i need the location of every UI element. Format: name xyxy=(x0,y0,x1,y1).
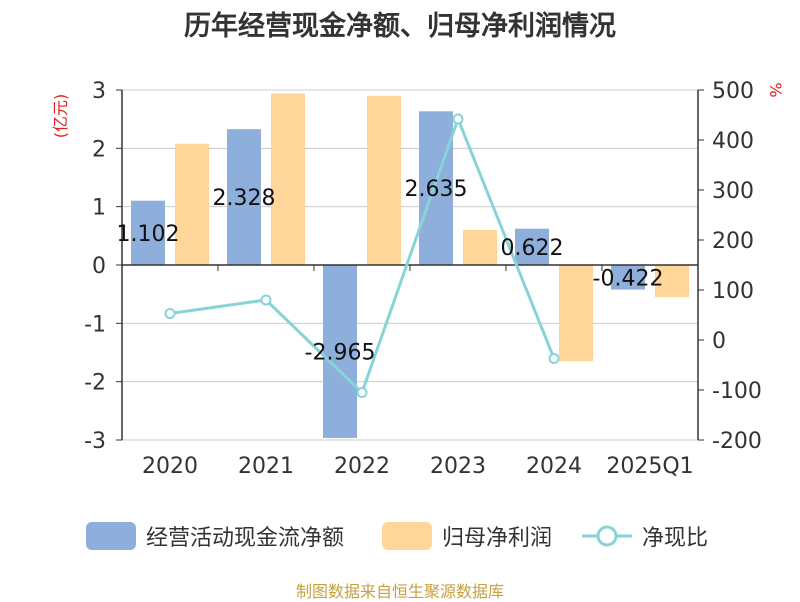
right-tick-label: -200 xyxy=(712,429,762,454)
bar-cashflow xyxy=(131,200,165,265)
left-tick-label: 3 xyxy=(92,79,106,104)
point-cash-ratio xyxy=(452,113,464,125)
x-tick-label: 2020 xyxy=(142,454,198,479)
left-tick-label: 0 xyxy=(92,254,106,279)
bar-net-profit xyxy=(655,265,689,298)
bar-layer xyxy=(131,93,689,438)
bar-cashflow xyxy=(419,111,453,266)
right-axis-label: % xyxy=(766,82,785,97)
point-cash-ratio xyxy=(260,294,272,306)
bar-cashflow xyxy=(611,265,645,290)
right-tick-label: 200 xyxy=(712,229,754,254)
point-cash-ratio xyxy=(356,387,368,398)
source-note: 制图数据来自恒生聚源数据库 xyxy=(295,582,504,601)
data-label-cashflow: 2.328 xyxy=(213,186,276,211)
right-tick-label: 400 xyxy=(712,129,754,154)
left-tick-label: -1 xyxy=(84,312,106,337)
point-cash-ratio xyxy=(164,308,176,319)
label-layer: 1.102 2.328 -2.965 2.635 0.622 -0.422 xyxy=(117,177,664,365)
x-tick-label: 2025Q1 xyxy=(606,454,693,479)
legend-swatch-cashflow xyxy=(86,522,136,550)
data-label-cashflow: 2.635 xyxy=(405,177,468,202)
bar-net-profit xyxy=(559,265,593,362)
legend-swatch-cash-ratio xyxy=(582,522,632,550)
left-tick-label: -2 xyxy=(84,371,106,396)
data-label-cashflow: 1.102 xyxy=(117,222,180,247)
bar-net-profit xyxy=(271,93,305,265)
x-tick-label: 2022 xyxy=(334,454,390,479)
legend-label-cashflow: 经营活动现金流净额 xyxy=(146,526,345,551)
right-tick-label: 0 xyxy=(712,329,726,354)
legend: 经营活动现金流净额 归母净利润 净现比 xyxy=(0,516,800,556)
data-label-cashflow: -0.422 xyxy=(593,266,664,291)
legend-item-cash-ratio[interactable]: 净现比 xyxy=(582,516,708,556)
left-tick-label: 1 xyxy=(92,196,106,221)
bar-net-profit xyxy=(175,143,209,265)
legend-item-net-profit[interactable]: 归母净利润 xyxy=(382,516,552,556)
data-label-cashflow: 0.622 xyxy=(501,236,564,261)
right-tick-label: 500 xyxy=(712,79,754,104)
x-tick-label: 2024 xyxy=(526,454,582,479)
line-layer xyxy=(164,113,560,398)
bar-cashflow xyxy=(227,129,261,265)
chart-title: 历年经营现金净额、归母净利润情况 xyxy=(184,11,616,42)
legend-label-cash-ratio: 净现比 xyxy=(642,526,709,551)
bar-cashflow xyxy=(323,265,357,438)
legend-label-net-profit: 归母净利润 xyxy=(442,526,553,551)
bar-net-profit xyxy=(463,230,497,265)
left-tick-label: -3 xyxy=(84,429,106,454)
left-tick-label: 2 xyxy=(92,137,106,162)
right-tick-label: -100 xyxy=(712,379,762,404)
axis-layer: 3 2 1 0 -1 -2 -3 500 400 300 200 100 0 -100 -200 2020 20… xyxy=(84,79,762,479)
right-tick-label: 300 xyxy=(712,179,754,204)
x-tick-label: 2021 xyxy=(238,454,294,479)
legend-item-cashflow[interactable]: 经营活动现金流净额 xyxy=(86,516,344,556)
left-axis-label: (亿元) xyxy=(51,94,70,139)
point-cash-ratio xyxy=(548,353,560,364)
data-label-cashflow: -2.965 xyxy=(305,340,376,365)
legend-swatch-net-profit xyxy=(382,522,432,550)
x-tick-label: 2023 xyxy=(430,454,486,479)
right-tick-label: 100 xyxy=(712,279,754,304)
bar-net-profit xyxy=(367,95,401,265)
bar-cashflow xyxy=(515,228,549,265)
